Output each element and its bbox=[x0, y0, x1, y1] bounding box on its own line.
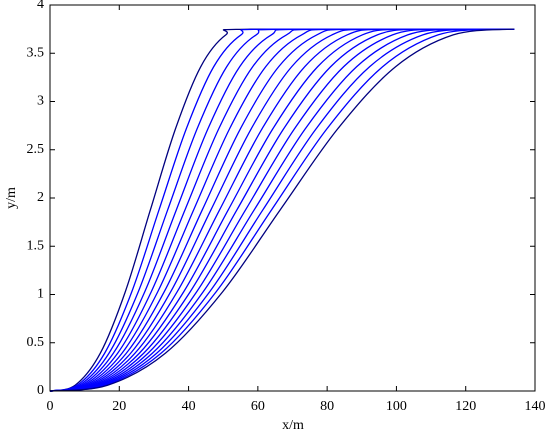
trajectory-line bbox=[49, 28, 515, 392]
y-tick-label: 2 bbox=[37, 190, 44, 205]
y-tick-label: 4 bbox=[37, 0, 44, 12]
trajectory-line bbox=[49, 28, 515, 392]
y-tick-label: 1.5 bbox=[27, 238, 45, 253]
trajectory-line bbox=[49, 28, 515, 392]
y-tick-label: 1 bbox=[37, 287, 44, 302]
trajectory-line bbox=[49, 28, 515, 392]
trajectory-line bbox=[49, 28, 515, 392]
plot-frame bbox=[49, 4, 536, 392]
x-tick-label: 120 bbox=[455, 399, 476, 414]
x-tick-label: 20 bbox=[112, 399, 126, 414]
trajectory-line bbox=[49, 28, 515, 392]
trajectory-line bbox=[49, 28, 515, 392]
y-axis-label: y/m bbox=[4, 187, 19, 209]
y-tick-label: 2.5 bbox=[27, 142, 45, 157]
x-tick-label: 80 bbox=[320, 399, 334, 414]
y-tick-label: 0.5 bbox=[27, 335, 45, 350]
trajectory-line bbox=[49, 28, 515, 392]
x-tick-label: 60 bbox=[251, 399, 265, 414]
trajectory-line bbox=[49, 28, 515, 392]
x-tick-label: 100 bbox=[386, 399, 407, 414]
x-axis-label: x/m bbox=[282, 418, 304, 433]
trajectory-line bbox=[49, 28, 515, 392]
y-tick-label: 0 bbox=[37, 383, 44, 398]
y-tick-label: 3.5 bbox=[27, 45, 45, 60]
x-tick-label: 140 bbox=[525, 399, 546, 414]
trajectory-line bbox=[49, 28, 515, 392]
trajectory-line bbox=[49, 28, 515, 392]
x-tick-label: 40 bbox=[182, 399, 196, 414]
trajectory-line bbox=[49, 28, 515, 392]
trajectory-line bbox=[49, 28, 515, 392]
y-tick-label: 3 bbox=[37, 94, 44, 109]
trajectory-line bbox=[49, 28, 515, 392]
trajectory-line bbox=[49, 28, 515, 392]
x-tick-label: 0 bbox=[47, 399, 54, 414]
